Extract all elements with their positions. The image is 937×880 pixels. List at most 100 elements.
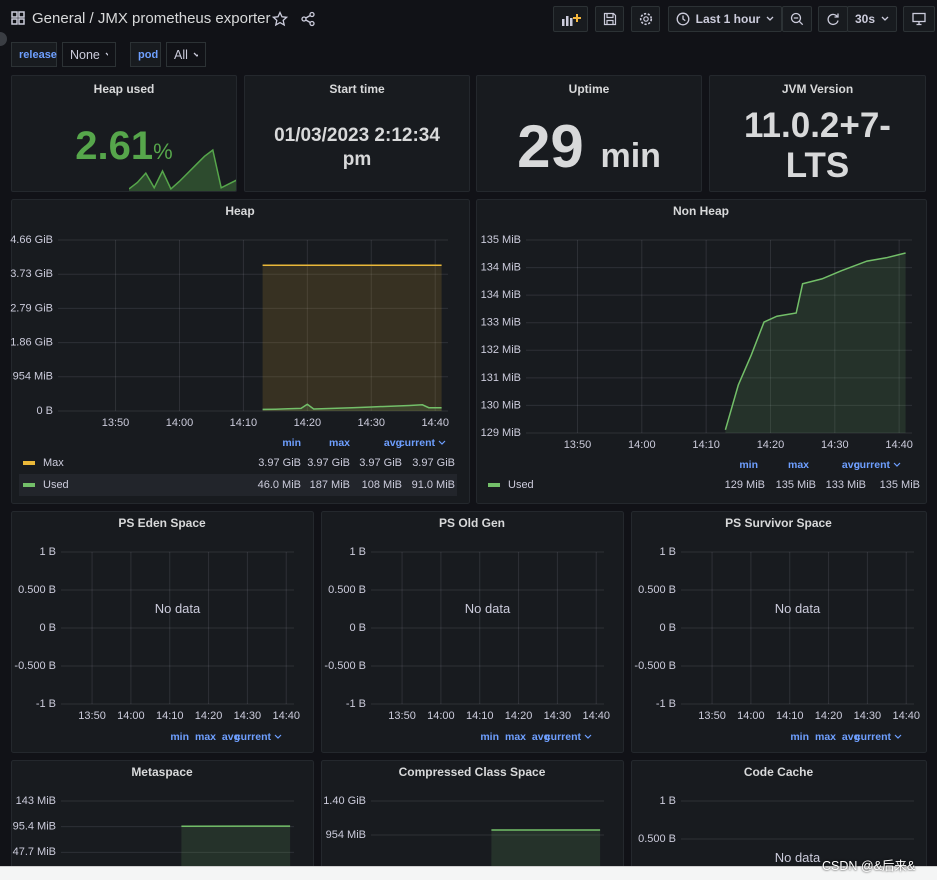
legend-column-header: current xyxy=(399,437,436,449)
legend-column-header: current xyxy=(235,731,272,743)
variable-dropdown[interactable]: All xyxy=(166,42,206,67)
x-tick-label: 14:10 xyxy=(230,417,258,429)
value: 2.61 xyxy=(75,124,153,168)
refresh-interval: 30s xyxy=(855,12,875,26)
legend-value: 3.97 GiB xyxy=(359,457,402,469)
refresh-button[interactable] xyxy=(818,6,848,32)
add-panel-button[interactable] xyxy=(553,6,588,32)
x-tick-label: 14:00 xyxy=(737,710,765,722)
x-tick-label: 14:30 xyxy=(854,710,882,722)
star-icon[interactable] xyxy=(272,11,288,27)
page-bottom-edge xyxy=(0,866,937,880)
x-tick-label: 14:20 xyxy=(815,710,843,722)
y-tick-label: 3.73 GiB xyxy=(10,268,53,280)
panel-title: Code Cache xyxy=(744,765,814,779)
y-tick-label: 0.500 B xyxy=(638,584,676,596)
settings-icon xyxy=(639,12,653,26)
legend-value: 187 MiB xyxy=(310,479,350,491)
variable-dropdown[interactable]: None xyxy=(62,42,116,67)
y-tick-label: 135 MiB xyxy=(481,234,521,246)
variable-value: None xyxy=(70,48,100,62)
refresh-interval-picker[interactable]: 30s xyxy=(847,6,897,32)
x-tick-label: 14:40 xyxy=(582,710,610,722)
breadcrumb-separator: / xyxy=(90,10,94,27)
y-tick-label: 129 MiB xyxy=(481,427,521,439)
x-tick-label: 14:30 xyxy=(544,710,572,722)
variable-label: release xyxy=(11,42,57,67)
chevron-icon xyxy=(766,16,774,22)
panel-title: Compressed Class Space xyxy=(399,765,546,779)
legend-value: 91.0 MiB xyxy=(412,479,455,491)
legend-column-header: min xyxy=(790,731,809,743)
legend-column-header: min xyxy=(170,731,189,743)
zoom-out-icon xyxy=(790,12,804,26)
y-tick-label: 0.500 B xyxy=(18,584,56,596)
series-area xyxy=(263,265,442,411)
no-data-message: No data xyxy=(155,601,201,616)
legend-column-header: max xyxy=(815,731,836,743)
legend-column-header: min xyxy=(480,731,499,743)
y-tick-label: -0.500 B xyxy=(14,660,56,672)
y-tick-label: 0 B xyxy=(36,405,53,417)
x-tick-label: 14:30 xyxy=(234,710,262,722)
dashboards-icon[interactable] xyxy=(11,11,25,25)
zoom-out-button[interactable] xyxy=(782,6,812,32)
no-data-message: No data xyxy=(775,850,821,865)
stat-panel: JVM Version 11.0.2+7-LTS xyxy=(709,75,926,192)
clock-icon xyxy=(676,12,690,26)
legend-value: 133 MiB xyxy=(826,479,866,491)
stat-value: 2.61% xyxy=(12,124,236,169)
x-tick-label: 13:50 xyxy=(564,439,592,451)
x-tick-label: 14:20 xyxy=(757,439,785,451)
y-tick-label: -1 B xyxy=(656,698,676,710)
stat-panel: Uptime 29 min xyxy=(476,75,702,192)
unit: min xyxy=(600,137,660,175)
x-tick-label: 14:40 xyxy=(892,710,920,722)
x-tick-label: 14:40 xyxy=(421,417,449,429)
x-tick-label: 14:00 xyxy=(427,710,455,722)
time-picker[interactable]: Last 1 hour xyxy=(668,6,782,32)
x-tick-label: 14:00 xyxy=(117,710,145,722)
unit: % xyxy=(153,139,173,164)
legend-value: 108 MiB xyxy=(362,479,402,491)
dashboard-title[interactable]: JMX prometheus exporter xyxy=(98,10,271,27)
x-tick-label: 14:10 xyxy=(776,710,804,722)
variable-label-text: release xyxy=(19,49,57,61)
panel-title: Heap used xyxy=(12,82,236,96)
y-tick-label: 0 B xyxy=(39,622,56,634)
save-button[interactable] xyxy=(595,6,624,32)
folder-link[interactable]: General xyxy=(32,10,85,27)
legend-value: 3.97 GiB xyxy=(258,457,301,469)
x-tick-label: 14:40 xyxy=(272,710,300,722)
y-tick-label: 134 MiB xyxy=(481,289,521,301)
variable-value: All xyxy=(174,48,188,62)
chevron-icon xyxy=(881,16,889,22)
stat-value: 01/03/2023 2:12:34 pm xyxy=(263,124,451,172)
x-tick-label: 14:10 xyxy=(466,710,494,722)
settings-button[interactable] xyxy=(631,6,660,32)
y-tick-label: 47.7 MiB xyxy=(13,846,56,858)
y-tick-label: 954 MiB xyxy=(326,829,366,841)
stat-panel: Heap used 2.61% xyxy=(11,75,237,192)
x-tick-label: 13:50 xyxy=(698,710,726,722)
x-tick-label: 14:20 xyxy=(294,417,322,429)
tv-mode-button[interactable] xyxy=(903,6,935,32)
add-panel-icon xyxy=(561,12,581,26)
variable-label-text: pod xyxy=(138,49,158,61)
legend-name: Max xyxy=(43,457,64,469)
no-data-message: No data xyxy=(775,601,821,616)
y-tick-label: -1 B xyxy=(346,698,366,710)
chevron-icon xyxy=(105,52,108,58)
stat-value: 11.0.2+7-LTS xyxy=(724,106,911,186)
y-tick-label: -1 B xyxy=(36,698,56,710)
x-tick-label: 14:30 xyxy=(821,439,849,451)
save-icon xyxy=(603,12,617,26)
y-tick-label: 143 MiB xyxy=(16,795,56,807)
legend-column-header: max xyxy=(329,437,350,449)
x-tick-label: 14:20 xyxy=(505,710,533,722)
y-tick-label: 1 B xyxy=(349,546,366,558)
y-tick-label: 0 B xyxy=(349,622,366,634)
x-tick-label: 14:10 xyxy=(692,439,720,451)
share-icon[interactable] xyxy=(300,11,316,27)
panel-title: Non Heap xyxy=(673,204,729,218)
